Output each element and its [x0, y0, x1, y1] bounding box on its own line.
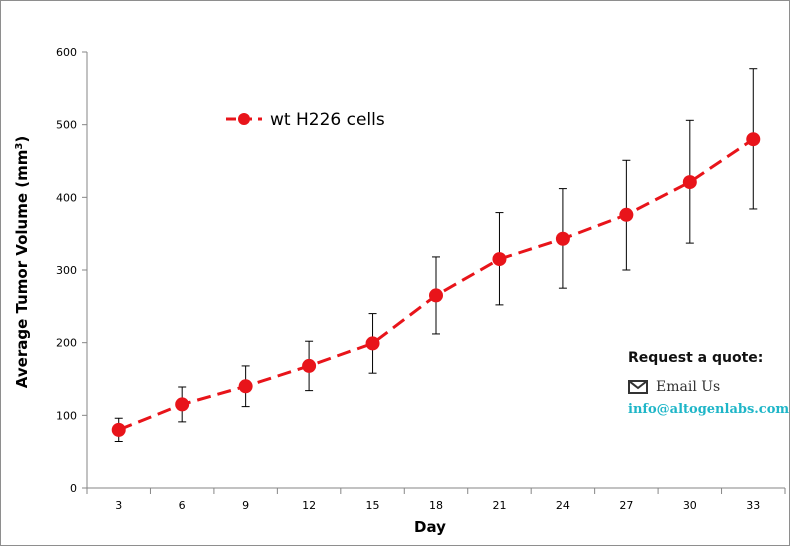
data-point: [175, 397, 190, 412]
x-tick-label: 6: [179, 499, 186, 512]
data-point: [492, 252, 507, 267]
x-tick-label: 33: [746, 499, 760, 512]
legend: wt H226 cells: [226, 110, 385, 130]
y-tick-label: 400: [56, 191, 77, 204]
x-tick-label: 21: [492, 499, 506, 512]
x-tick-label: 27: [619, 499, 633, 512]
x-tick-label: 9: [242, 499, 249, 512]
y-tick-label: 300: [56, 264, 77, 277]
request-quote-panel: Request a quote: Email Us info@altogenla…: [628, 350, 790, 417]
legend-label: wt H226 cells: [270, 110, 385, 130]
data-point: [619, 207, 634, 222]
x-tick-label: 3: [115, 499, 122, 512]
data-point: [555, 231, 570, 246]
axes: 0 100 200 300 400 500 600 3 6 9 12 15 18 21 24 27 30 33: [56, 46, 786, 512]
data-point: [682, 175, 697, 190]
data-point: [111, 422, 126, 437]
legend-marker-swatch: [238, 113, 250, 125]
data-point: [746, 132, 761, 147]
y-tick-label: 200: [56, 337, 77, 350]
y-axis-title: Average Tumor Volume (mm3): [13, 136, 31, 388]
x-tick-label: 24: [556, 499, 570, 512]
data-point: [365, 336, 380, 351]
request-quote-title: Request a quote:: [628, 350, 764, 366]
email-us-label: Email Us: [656, 379, 721, 395]
data-point: [302, 358, 317, 373]
data-point: [238, 379, 253, 394]
envelope-icon: [628, 380, 648, 394]
email-address-link[interactable]: info@altogenlabs.com: [628, 402, 790, 417]
x-tick-label: 15: [366, 499, 380, 512]
data-point: [429, 288, 443, 303]
x-tick-label: 18: [429, 499, 443, 512]
y-tick-label: 600: [56, 46, 77, 59]
x-tick-label: 30: [683, 499, 697, 512]
chart-marks: [111, 68, 761, 442]
x-tick-label: 12: [302, 499, 316, 512]
y-tick-label: 500: [56, 119, 77, 132]
y-tick-label: 0: [70, 482, 77, 495]
y-tick-label: 100: [56, 409, 77, 422]
email-us-link[interactable]: Email Us: [628, 378, 788, 396]
x-axis-title: Day: [414, 518, 446, 536]
